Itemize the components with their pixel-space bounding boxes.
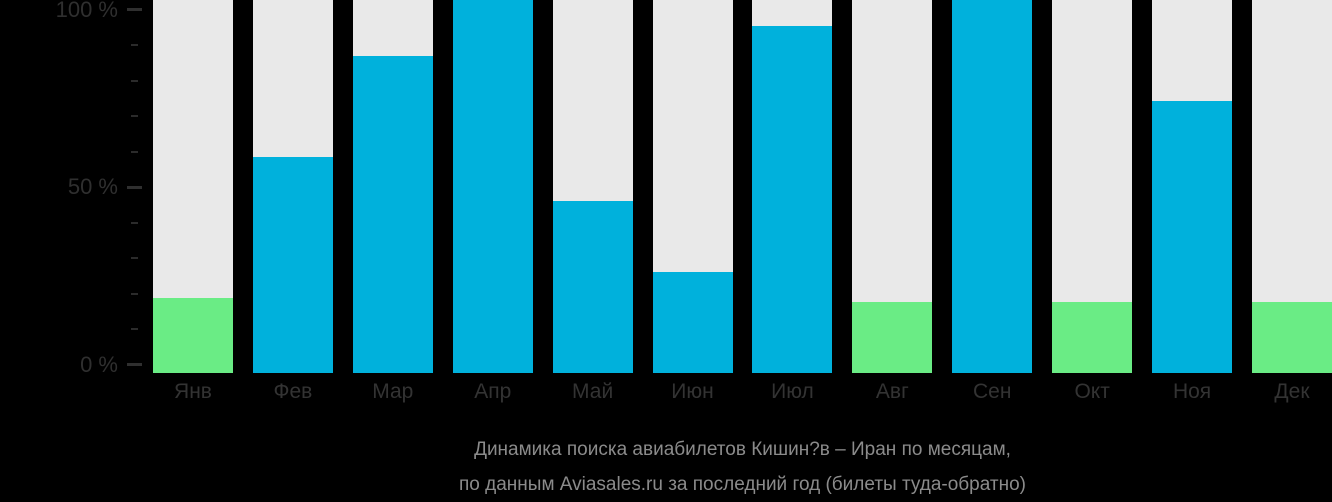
y-axis-minor-tick [131,221,138,224]
bar-fill-blue [1152,101,1233,373]
x-axis-label: Май [572,380,614,403]
bar-track [153,0,233,373]
bar-fill-blue [352,56,433,373]
bar-track [1052,0,1133,373]
bar-fill-blue [452,0,533,373]
bar-track [752,0,833,373]
plot-area [153,0,1332,373]
bar-track [652,0,733,373]
bar-track [252,0,333,373]
x-axis-label: Июл [771,380,814,403]
y-axis-minor-tick [131,79,138,82]
bar-fill-blue [252,157,333,373]
bar-fill-green [153,298,233,373]
bar-fill-green [1052,302,1133,373]
y-axis: 0 % 50 % 100 % [0,0,153,380]
bar-track [952,0,1033,373]
bar-track [852,0,933,373]
x-axis-label: Авг [875,380,909,403]
x-axis-label: Янв [174,380,212,403]
bar-track [452,0,533,373]
chart-subtitle: по данным Aviasales.ru за последний год … [459,474,1026,495]
y-axis-tick-label: 0 % [80,351,118,377]
x-axis-label: Окт [1074,380,1110,403]
y-axis-minor-tick [131,292,138,295]
x-axis-label: Сен [973,380,1012,403]
chart-title: Динамика поиска авиабилетов Кишин?в – Ир… [474,439,1011,460]
chart-caption: Динамика поиска авиабилетов Кишин?в – Ир… [153,432,1332,502]
y-axis-tick-label: 50 % [67,174,118,199]
bar-track [552,0,633,373]
y-axis-minor-tick [131,150,138,153]
x-axis-label: Дек [1274,380,1310,403]
y-axis-minor-tick [131,328,138,330]
y-axis-tick-label: 100 % [55,0,118,22]
bar-fill-green [852,302,933,373]
y-axis-minor-tick [131,257,138,259]
bar-fill-green [1251,302,1332,373]
y-axis-minor-tick [131,44,138,46]
bar-fill-blue [952,0,1033,373]
bar-track [1251,0,1332,373]
bar-track [352,0,433,373]
x-axis-label: Мар [372,380,414,403]
x-axis-labels: Янв Фев Мар Апр Май Июн Июл Авг Сен Окт Ноя Дек [153,380,1332,404]
y-axis-major-tick [127,185,142,189]
x-axis-label: Июн [671,380,714,403]
x-axis-label: Апр [474,380,512,403]
bar-fill-blue [752,26,833,373]
y-axis-major-tick [127,363,142,366]
x-axis-label: Ноя [1172,380,1212,403]
y-axis-major-tick [127,8,142,11]
bar-fill-blue [552,201,633,373]
bar-track [1152,0,1233,373]
x-axis-label: Фев [273,380,313,403]
bar-fill-blue [652,272,733,373]
y-axis-minor-tick [131,115,138,117]
